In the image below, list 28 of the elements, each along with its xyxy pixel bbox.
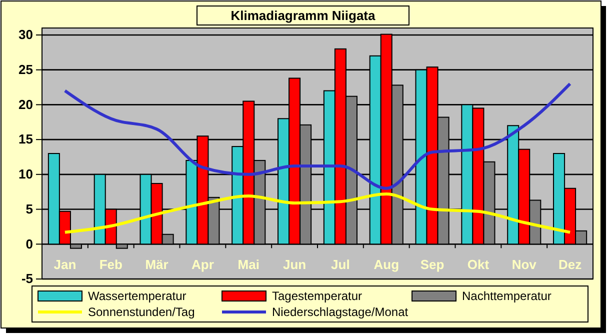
line-series [63,192,572,234]
x-tick-label: Sep [420,257,444,272]
y-tick-label: 30 [18,27,33,42]
legend-label: Niederschlagstage/Monat [272,305,409,319]
y-tick-label: 25 [18,62,33,77]
y-tick-label: 10 [18,166,33,182]
x-tick-label: Aug [374,257,400,272]
y-tick-label: 5 [26,201,33,216]
x-tick-label: Nov [512,257,538,272]
y-tick-label: 0 [26,236,33,252]
y-tick-label: -5 [21,271,33,286]
x-tick-label: Jun [282,257,306,272]
x-tick-label: Apr [192,257,214,272]
x-tick-label: Feb [99,257,122,272]
line-series [63,82,572,190]
y-tick-label: 15 [18,132,33,147]
x-tick-label: Mai [238,257,260,272]
legend-label: Sonnenstunden/Tag [88,305,195,319]
chart-title: Klimadiagramm Niigata [230,8,376,23]
legend-label: Wassertemperatur [88,289,186,303]
legend-label: Nachttemperatur [462,289,552,303]
x-tick-label: Jan [54,257,76,272]
x-tick-label: Okt [467,257,490,272]
y-tick-label: 20 [18,96,33,112]
x-tick-label: Dez [558,257,582,272]
x-tick-label: Mär [145,257,168,272]
legend-label: Tagestemperatur [272,289,362,303]
x-tick-label: Jul [331,257,350,272]
